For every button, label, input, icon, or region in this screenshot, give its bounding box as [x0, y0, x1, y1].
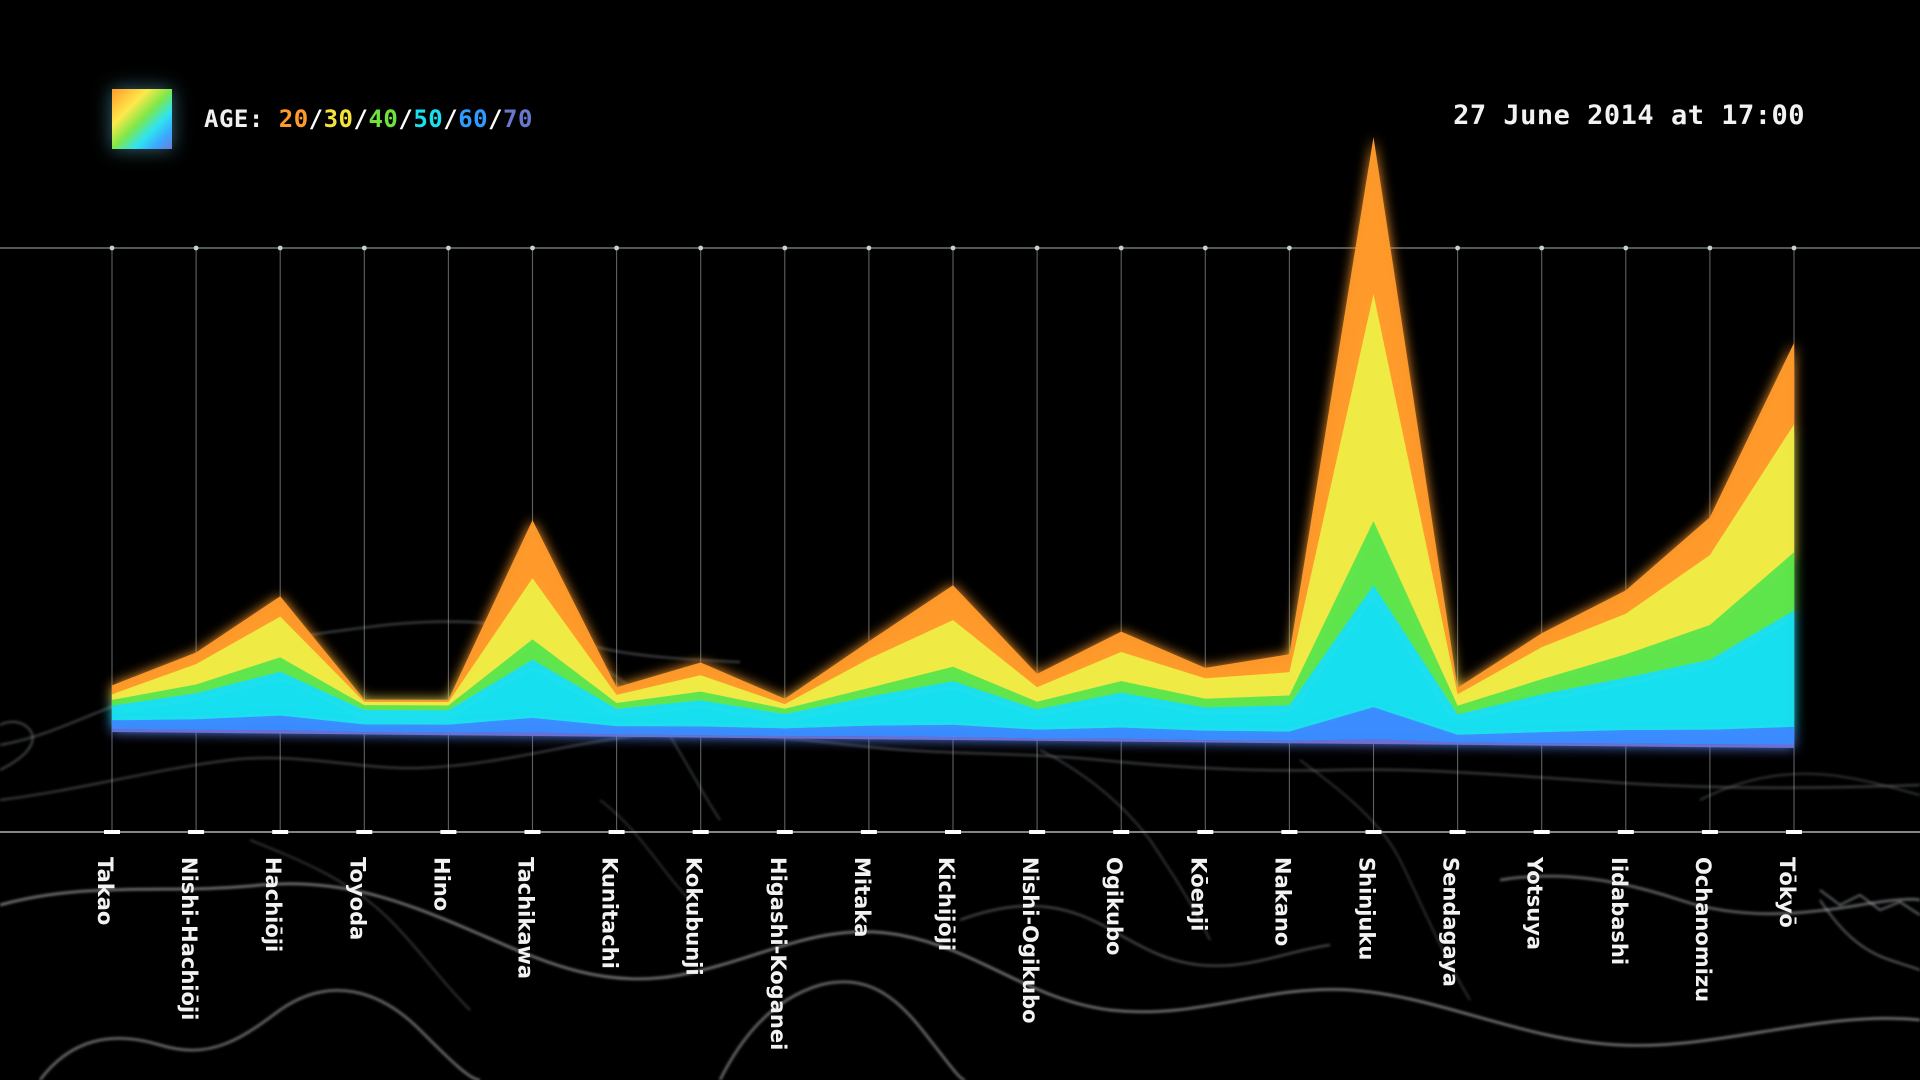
x-tick-label: Nishi-Hachiōji	[177, 857, 201, 1020]
x-tick-label: Higashi-Koganei	[766, 857, 790, 1050]
x-tick-label: Shinjuku	[1355, 857, 1379, 960]
x-tick-label: Tachikawa	[514, 857, 538, 979]
grid-node	[1623, 245, 1629, 251]
x-tick-label: Tōkyō	[1775, 857, 1799, 928]
grid-node	[1202, 245, 1208, 251]
x-tick-label: Nishi-Ogikubo	[1018, 857, 1042, 1024]
area-series-50	[112, 585, 1794, 735]
x-tick-label: Hachiōji	[261, 857, 285, 952]
grid-node	[1287, 245, 1292, 251]
age-legend-separator: /	[488, 105, 504, 133]
grid-node	[950, 245, 956, 251]
background-map	[0, 620, 1920, 1080]
x-axis-labels: Takao Nishi-Hachiōji Hachiōji Toyoda Hino Tac…	[93, 856, 1799, 1050]
x-tick-label: Takao	[93, 857, 117, 925]
grid-node	[361, 245, 367, 251]
stacked-areas	[112, 137, 1794, 748]
age-legend-separator: /	[353, 105, 369, 133]
grid-node	[698, 245, 704, 251]
x-tick-label: Hino	[429, 857, 453, 911]
area-series-20	[112, 137, 1794, 705]
age-legend-value-70: 70	[503, 105, 533, 133]
x-tick-label: Kunitachi	[598, 857, 622, 969]
age-legend-values: 20/30/40/50/60/70	[279, 105, 533, 133]
grid-node	[614, 245, 619, 251]
grid-node	[530, 245, 535, 251]
x-tick-label: Yotsuya	[1523, 856, 1547, 950]
age-legend-swatch	[112, 89, 172, 149]
age-legend: AGE: 20/30/40/50/60/70	[112, 88, 533, 150]
x-tick-label: Toyoda	[345, 857, 369, 940]
grid-node	[277, 245, 283, 251]
grid-node	[1455, 245, 1460, 251]
age-legend-separator: /	[308, 105, 324, 133]
grid-node	[1791, 245, 1797, 251]
timestamp: 27 June 2014 at 17:00	[1453, 100, 1805, 131]
grid-node	[782, 245, 788, 251]
age-legend-value-50: 50	[413, 105, 444, 133]
grid-node	[1707, 245, 1713, 251]
age-legend-label: AGE:	[204, 105, 264, 133]
grid-node	[1034, 245, 1040, 251]
area-series-40	[112, 521, 1794, 715]
x-tick-label: Nakano	[1270, 857, 1294, 946]
x-tick-label: Ogikubo	[1102, 857, 1126, 955]
age-legend-separator: /	[443, 105, 459, 133]
area-series-60	[112, 707, 1794, 745]
x-tick-label: Ochanomizu	[1691, 857, 1715, 1002]
grid-node	[446, 245, 451, 251]
grid-node	[1539, 245, 1545, 251]
x-tick-label: Kichijōji	[934, 857, 958, 951]
age-legend-value-30: 30	[323, 105, 354, 133]
grid-node	[193, 245, 199, 251]
age-legend-text: AGE: 20/30/40/50/60/70	[204, 105, 533, 133]
age-legend-value-40: 40	[368, 105, 399, 133]
area-series-70	[112, 729, 1794, 748]
x-tick-label: Sendagaya	[1439, 857, 1463, 987]
grid-node	[109, 245, 115, 251]
x-tick-label: Mitaka	[850, 857, 874, 937]
x-tick-label: Iidabashi	[1607, 857, 1631, 965]
age-legend-value-60: 60	[458, 105, 489, 133]
area-series-30	[112, 294, 1794, 709]
x-tick-label: Kōenji	[1186, 857, 1210, 931]
age-legend-value-20: 20	[278, 105, 309, 133]
x-tick-label: Kokubunji	[682, 857, 706, 976]
grid-node	[1118, 245, 1124, 251]
grid-node	[866, 245, 872, 251]
age-legend-separator: /	[398, 105, 414, 133]
